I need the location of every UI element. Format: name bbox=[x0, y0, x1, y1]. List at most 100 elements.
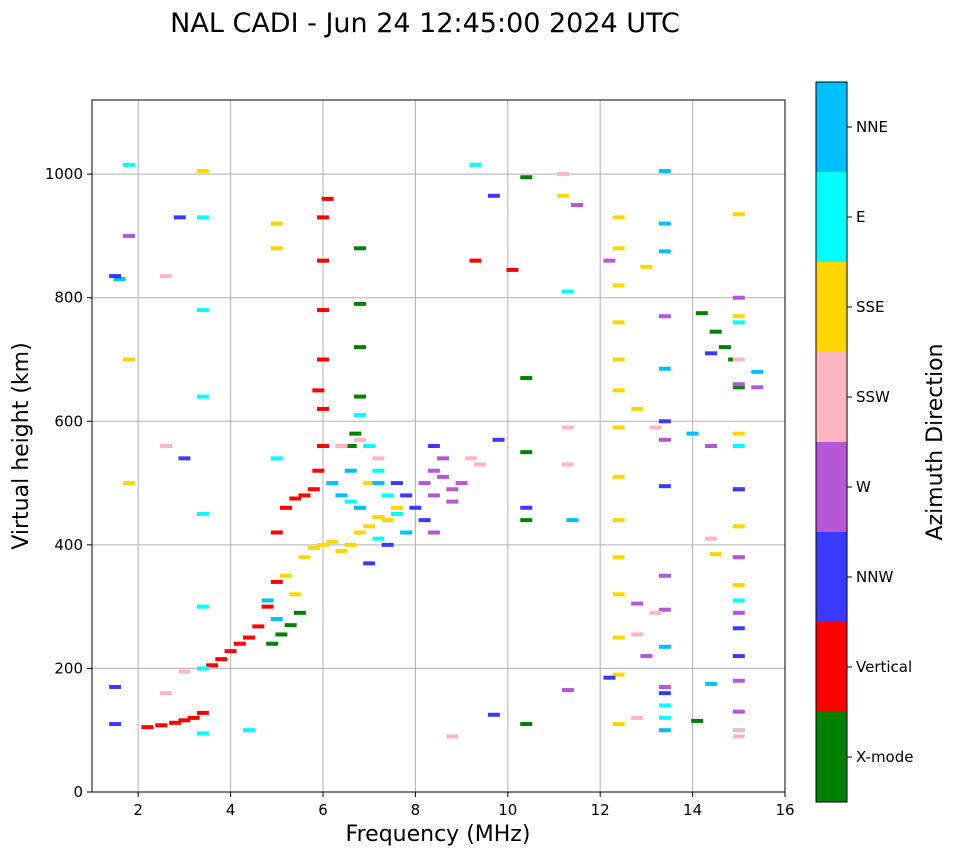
data-point-nne bbox=[326, 481, 339, 486]
data-point-sse bbox=[122, 357, 135, 362]
data-point-x-mode bbox=[284, 623, 297, 628]
y-tick-label: 0 bbox=[73, 783, 83, 801]
data-point-ssw bbox=[649, 425, 662, 430]
data-point-sse bbox=[732, 314, 745, 319]
data-point-ssw bbox=[631, 632, 644, 637]
data-point-e bbox=[196, 604, 209, 609]
data-point-w bbox=[658, 437, 671, 442]
data-point-ssw bbox=[732, 357, 745, 362]
data-point-sse bbox=[612, 592, 625, 597]
data-point-sse bbox=[732, 431, 745, 436]
data-point-w bbox=[446, 499, 459, 504]
data-point-sse bbox=[298, 555, 311, 560]
data-point-sse bbox=[372, 515, 385, 520]
colorbar-frame bbox=[815, 81, 848, 803]
data-point-sse bbox=[326, 539, 339, 544]
colorbar-tick-label: X-mode bbox=[856, 748, 913, 766]
data-point-w bbox=[658, 607, 671, 612]
data-point-sse bbox=[612, 357, 625, 362]
data-point-sse bbox=[270, 221, 283, 226]
data-point-nnw bbox=[427, 444, 440, 448]
colorbar-segment bbox=[816, 442, 847, 532]
data-point-vertical bbox=[169, 720, 182, 725]
data-point-ssw bbox=[178, 669, 191, 674]
data-point-sse bbox=[709, 552, 722, 557]
data-point-nnw bbox=[418, 518, 431, 523]
data-point-e bbox=[196, 731, 209, 736]
data-point-e bbox=[658, 703, 671, 708]
data-point-vertical bbox=[312, 468, 325, 473]
data-point-vertical bbox=[321, 196, 334, 201]
data-point-w bbox=[122, 233, 135, 238]
data-point-x-mode bbox=[520, 175, 533, 180]
data-point-ssw bbox=[335, 444, 348, 448]
data-point-nnw bbox=[658, 419, 671, 424]
data-point-e bbox=[381, 493, 394, 498]
data-point-vertical bbox=[289, 496, 302, 501]
data-point-sse bbox=[612, 425, 625, 430]
data-point-nnw bbox=[178, 456, 191, 461]
data-point-x-mode bbox=[718, 345, 731, 350]
data-point-vertical bbox=[252, 624, 265, 629]
colorbar-tick-label: SSW bbox=[856, 388, 890, 406]
data-point-w bbox=[427, 493, 440, 498]
data-point-vertical bbox=[298, 493, 311, 498]
data-point-nne bbox=[270, 617, 283, 621]
data-point-sse bbox=[631, 406, 644, 411]
data-point-nnw bbox=[492, 437, 505, 442]
y-axis-label: Virtual height (km) bbox=[9, 342, 34, 549]
data-point-vertical bbox=[141, 725, 154, 730]
data-point-vertical bbox=[280, 505, 293, 510]
colorbar-tick-label: NNW bbox=[856, 568, 893, 586]
data-point-sse bbox=[122, 481, 135, 486]
data-point-x-mode bbox=[520, 450, 533, 455]
data-point-nne bbox=[658, 169, 671, 174]
data-point-e bbox=[469, 162, 482, 167]
data-point-sse bbox=[363, 524, 376, 529]
data-point-nnw bbox=[173, 215, 186, 220]
data-point-e bbox=[196, 511, 209, 516]
data-point-ssw bbox=[649, 610, 662, 615]
data-point-ssw bbox=[159, 274, 172, 279]
data-point-nne bbox=[705, 681, 718, 686]
data-point-ssw bbox=[464, 456, 477, 461]
data-point-nne bbox=[344, 468, 357, 473]
data-point-nne bbox=[686, 431, 699, 436]
colorbar-segment bbox=[816, 262, 847, 352]
data-point-ssw bbox=[557, 172, 570, 177]
data-point-sse bbox=[335, 549, 348, 554]
data-point-x-mode bbox=[266, 641, 279, 646]
data-point-sse bbox=[270, 246, 283, 251]
data-point-ssw bbox=[372, 456, 385, 461]
data-point-vertical bbox=[270, 530, 283, 535]
data-point-nne bbox=[658, 728, 671, 733]
data-point-w bbox=[631, 601, 644, 606]
data-point-vertical bbox=[270, 579, 283, 584]
data-point-vertical bbox=[317, 258, 329, 263]
data-point-w bbox=[658, 314, 671, 319]
data-point-nnw bbox=[487, 193, 500, 198]
data-point-w bbox=[732, 382, 745, 387]
data-point-nnw bbox=[732, 626, 745, 631]
data-point-x-mode bbox=[695, 311, 708, 316]
data-point-vertical bbox=[196, 710, 209, 715]
data-point-nne bbox=[658, 644, 671, 649]
data-point-w bbox=[437, 474, 450, 479]
data-point-vertical bbox=[206, 663, 219, 668]
data-point-w bbox=[658, 684, 671, 689]
data-point-sse bbox=[363, 481, 376, 486]
data-point-vertical bbox=[224, 649, 237, 654]
data-point-vertical bbox=[187, 715, 200, 720]
data-point-sse bbox=[280, 573, 293, 578]
data-point-x-mode bbox=[520, 722, 533, 727]
data-point-x-mode bbox=[732, 385, 745, 390]
data-point-e bbox=[122, 162, 135, 167]
data-point-x-mode bbox=[353, 246, 366, 251]
data-point-ssw bbox=[732, 728, 745, 733]
data-point-nnw bbox=[109, 684, 122, 689]
colorbar-tick-label: Vertical bbox=[856, 658, 912, 676]
colorbar-segment bbox=[816, 352, 847, 442]
data-point-w bbox=[437, 456, 450, 461]
data-point-vertical bbox=[317, 215, 329, 220]
data-point-vertical bbox=[178, 718, 191, 723]
